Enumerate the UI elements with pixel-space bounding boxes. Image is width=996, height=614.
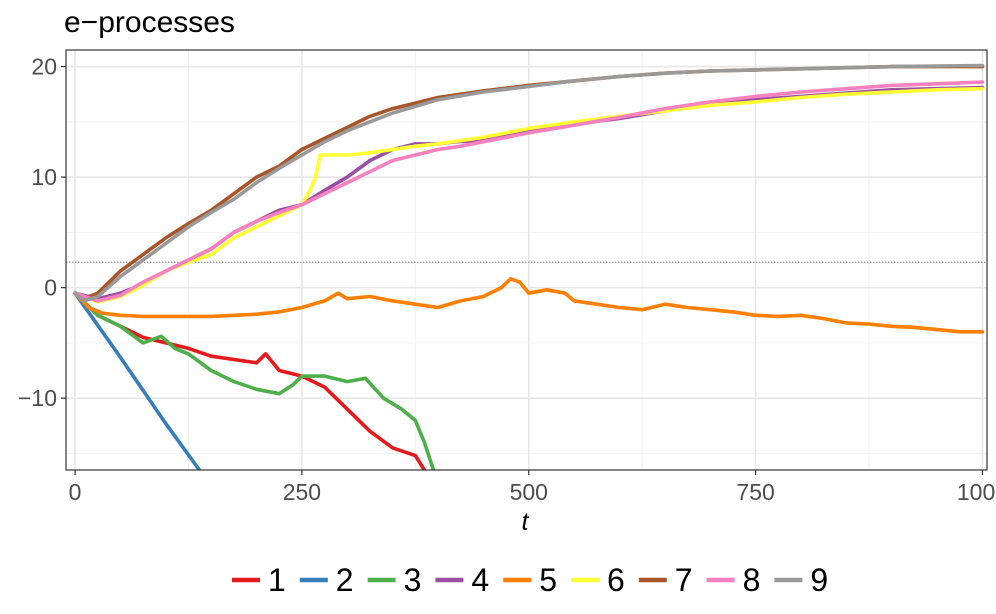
panel-border [65, 49, 988, 471]
series-line-6 [73, 86, 985, 304]
x-tick-label: 1000 [957, 479, 996, 505]
series-line-8 [73, 80, 985, 303]
grid-minor [66, 50, 987, 470]
legend-label-7: 7 [675, 562, 693, 598]
y-tick-label: 20 [31, 54, 57, 80]
legend-label-2: 2 [336, 562, 354, 598]
legend-label-8: 8 [743, 562, 761, 598]
legend: 1 2 3 4 5 6 7 8 9 [232, 562, 828, 598]
x-axis-label: t [522, 508, 530, 536]
legend-label-5: 5 [539, 562, 557, 598]
legend-label-3: 3 [404, 562, 422, 598]
legend-label-1: 1 [268, 562, 286, 598]
series-line-9 [73, 63, 985, 303]
x-tick-label: 750 [736, 479, 774, 505]
y-tick-label: 10 [31, 164, 57, 190]
x-tick-label: 500 [510, 479, 548, 505]
x-axis: 0 250 500 750 1000 [69, 470, 996, 505]
y-tick-label: −10 [18, 385, 57, 411]
y-axis: −10 0 10 20 [18, 54, 66, 411]
x-tick-label: 250 [283, 479, 321, 505]
chart-title: e−processes [64, 6, 235, 39]
legend-label-4: 4 [471, 562, 489, 598]
legend-label-9: 9 [810, 562, 828, 598]
grid-major [66, 50, 987, 470]
y-tick-label: 0 [44, 275, 57, 301]
series-layer [73, 63, 985, 470]
series-line-1 [73, 291, 427, 470]
legend-label-6: 6 [607, 562, 625, 598]
x-tick-label: 0 [69, 479, 82, 505]
series-line-3 [73, 291, 436, 470]
series-line-2 [73, 291, 202, 470]
series-line-5 [73, 276, 985, 334]
